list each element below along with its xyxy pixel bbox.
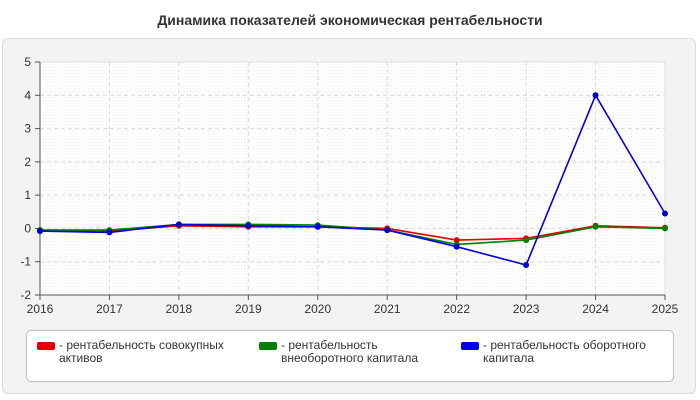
legend-swatch <box>259 342 277 350</box>
data-point <box>453 243 460 250</box>
data-point <box>314 223 321 230</box>
data-point <box>37 228 43 235</box>
x-tick-label: 2023 <box>513 302 540 316</box>
data-point <box>106 229 113 236</box>
x-tick-label: 2025 <box>652 302 679 316</box>
legend: - рентабельность совокупных активов - ре… <box>26 330 674 382</box>
data-point <box>175 221 182 228</box>
data-point <box>384 227 391 234</box>
data-point <box>592 223 599 230</box>
x-tick-label: 2024 <box>582 302 609 316</box>
data-point <box>662 225 668 232</box>
data-point <box>592 92 599 99</box>
x-tick-label: 2018 <box>166 302 193 316</box>
series-line-2 <box>39 93 666 266</box>
x-tick-label: 2020 <box>304 302 331 316</box>
x-tick-label: 2021 <box>374 302 401 316</box>
plot-area <box>39 61 666 296</box>
data-point <box>662 210 668 217</box>
series-line-1 <box>40 223 666 246</box>
legend-label: - рентабельность совокупных активов <box>59 338 224 365</box>
y-tick-label: -2 <box>20 288 31 302</box>
y-tick-label: 0 <box>24 221 31 235</box>
x-tick-label: 2016 <box>27 302 54 316</box>
y-tick-label: 5 <box>24 55 31 69</box>
legend-swatch <box>461 342 479 350</box>
data-point <box>453 237 460 244</box>
y-tick-label: 4 <box>24 88 31 102</box>
data-point <box>523 237 530 244</box>
legend-label: - рентабельность внеоборотного капитала <box>281 338 418 365</box>
y-tick-label: -1 <box>20 255 31 269</box>
x-tick-label: 2017 <box>96 302 123 316</box>
x-tick-label: 2022 <box>443 302 470 316</box>
y-tick-label: 3 <box>24 122 31 136</box>
y-tick-label: 2 <box>24 155 31 169</box>
data-point <box>523 262 530 269</box>
chart-title: Динамика показателей экономическая рента… <box>157 12 543 28</box>
x-tick-label: 2019 <box>235 302 262 316</box>
data-point <box>245 222 252 229</box>
y-tick-label: 1 <box>24 188 31 202</box>
legend-swatch <box>37 342 55 350</box>
legend-label: - рентабельность оборотного капитала <box>483 338 646 365</box>
